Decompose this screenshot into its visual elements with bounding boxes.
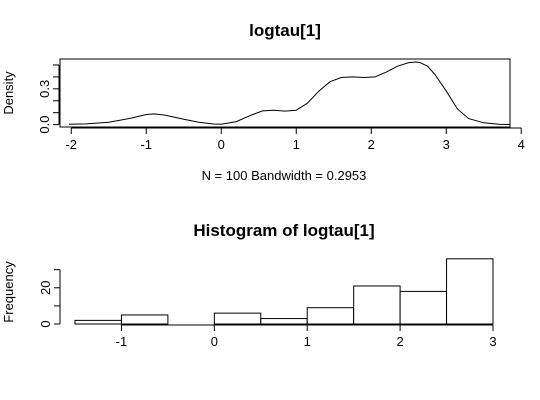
density-x-tick-label: 2 [368,137,375,152]
density-x-label: N = 100 Bandwidth = 0.2953 [202,168,367,183]
histogram-bars [74,258,494,325]
density-x-tick-label: -2 [65,137,77,152]
histogram-title: Histogram of logtau[1] [193,221,374,240]
density-panel: logtau[1] -2 -1 0 1 2 3 4 0.0 0.3 N = 100 Bandw… [1,21,525,183]
density-y-tick-label: 0.3 [37,80,52,98]
histogram-x-tick-label: 3 [489,334,496,349]
histogram-bar [353,285,401,325]
histogram-y-axis: 0 20 [38,269,61,328]
histogram-x-axis: -1 0 1 2 3 [116,324,497,349]
density-plot-frame [59,58,511,128]
histogram-panel: Histogram of logtau[1] -1 0 1 2 3 0 20 Freque… [1,221,497,349]
histogram-bar [306,307,355,325]
density-x-tick-label: 3 [443,137,450,152]
density-curve [68,61,511,125]
histogram-bar [446,258,494,325]
histogram-y-tick-label: 0 [38,320,53,327]
density-x-axis: -2 -1 0 1 2 3 4 [65,127,525,152]
histogram-bar [213,312,262,325]
histogram-x-tick-label: 0 [211,334,218,349]
density-x-tick-label: 4 [518,137,525,152]
histogram-bar [74,319,122,325]
density-y-tick-label: 0.0 [37,116,52,134]
histogram-x-tick-label: 1 [304,334,311,349]
density-y-axis: 0.0 0.3 [37,64,60,134]
density-x-tick-label: -1 [140,137,152,152]
density-title: logtau[1] [249,21,321,40]
histogram-x-tick-label: -1 [116,334,128,349]
histogram-bar [120,314,169,325]
histogram-x-tick-label: 2 [396,334,403,349]
density-y-label: Density [1,71,16,115]
histogram-y-label: Frequency [1,261,16,323]
histogram-y-tick-label: 20 [38,281,53,295]
histogram-bar [399,290,448,325]
histogram-bar [260,318,308,325]
density-x-tick-label: 1 [293,137,300,152]
density-x-tick-label: 0 [218,137,225,152]
